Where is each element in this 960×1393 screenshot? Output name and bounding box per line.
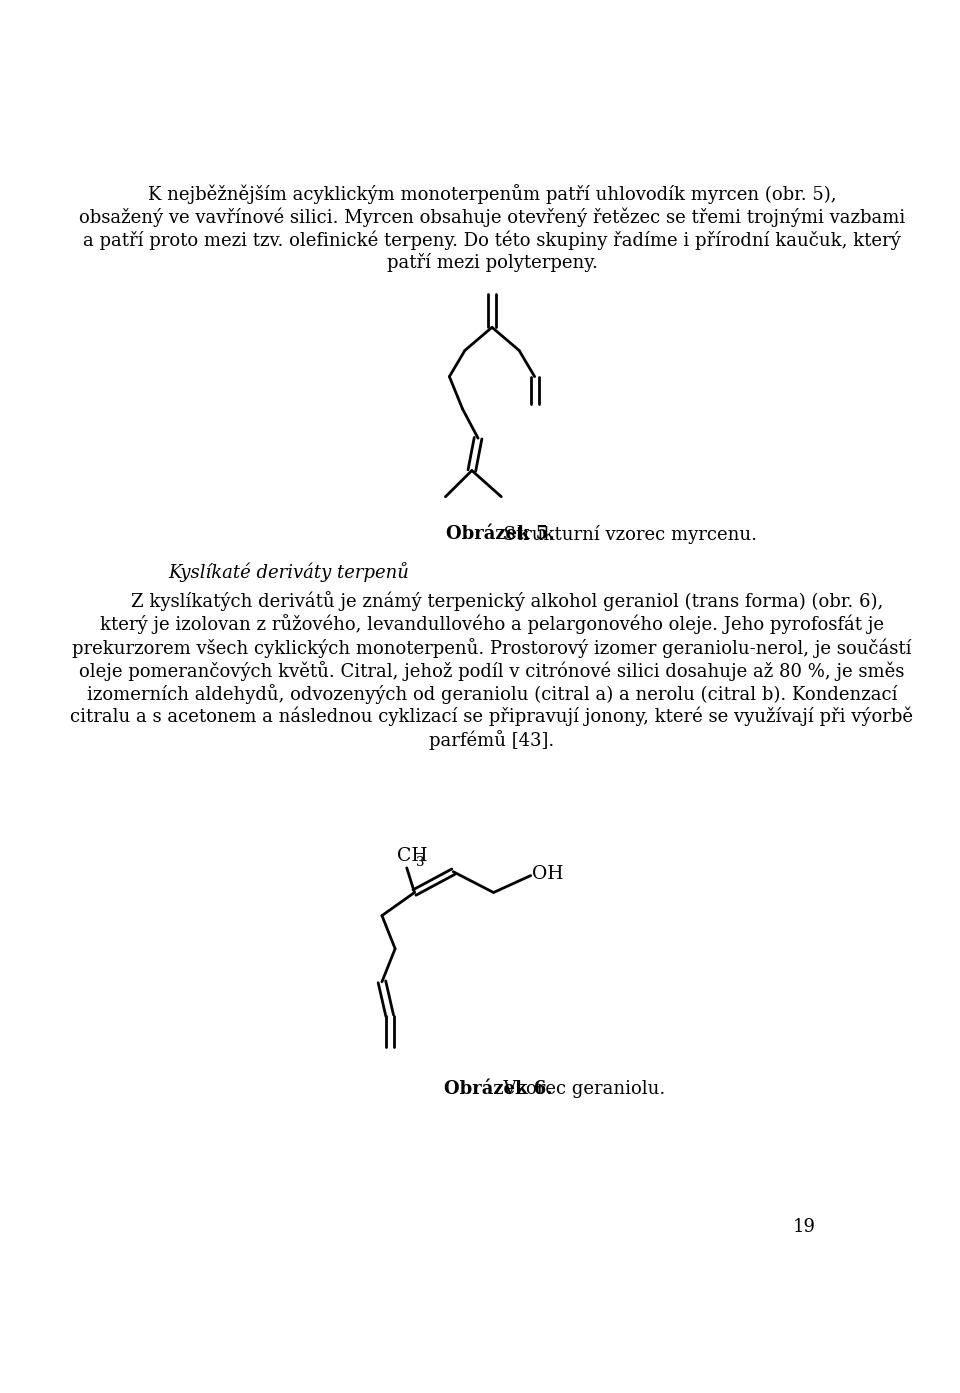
Text: Obrázek 6.: Obrázek 6.: [444, 1080, 553, 1098]
Text: parfémů [43].: parfémů [43].: [429, 730, 555, 749]
Text: a patří proto mezi tzv. olefinické terpeny. Do této skupiny řadíme i přírodní ka: a patří proto mezi tzv. olefinické terpe…: [84, 230, 900, 249]
Text: patří mezi polyterpeny.: patří mezi polyterpeny.: [387, 254, 597, 273]
Text: K nejběžnějším acyklickým monoterpenům patří uhlovodík myrcen (obr. 5),: K nejběžnějším acyklickým monoterpenům p…: [148, 184, 836, 203]
Text: Vzorec geraniolu.: Vzorec geraniolu.: [492, 1080, 665, 1098]
Text: 3: 3: [416, 855, 424, 869]
Text: 19: 19: [793, 1219, 816, 1236]
Text: Z kyslíkatých derivátů je známý terpenický alkohol geraniol (trans forma) (obr. : Z kyslíkatých derivátů je známý terpenic…: [132, 592, 883, 612]
Text: OH: OH: [532, 865, 564, 883]
Text: izomerních aldehydů, odvozenyých od geraniolu (citral a) a nerolu (citral b). Ko: izomerních aldehydů, odvozenyých od gera…: [86, 684, 898, 703]
Text: oleje pomerančových květů. Citral, jehož podíl v citrónové silici dosahuje až 80: oleje pomerančových květů. Citral, jehož…: [80, 660, 904, 681]
Text: Kyslíkaté deriváty terpenů: Kyslíkaté deriváty terpenů: [168, 563, 409, 582]
Text: obsažený ve vavřínové silici. Myrcen obsahuje otevřený řetězec se třemi trojnými: obsažený ve vavřínové silici. Myrcen obs…: [79, 208, 905, 227]
Text: Strukturní vzorec myrcenu.: Strukturní vzorec myrcenu.: [492, 525, 757, 545]
Text: Obrázek 5.: Obrázek 5.: [445, 525, 554, 543]
Text: prekurzorem všech cyklických monoterpenů. Prostorový izomer geraniolu-nerol, je : prekurzorem všech cyklických monoterpenů…: [72, 638, 912, 657]
Text: který je izolovan z růžového, levandullového a pelargonového oleje. Jeho pyrofos: který je izolovan z růžového, levandullo…: [100, 614, 884, 634]
Text: citralu a s acetonem a následnou cyklizací se připravují jonony, které se využív: citralu a s acetonem a následnou cykliza…: [70, 706, 914, 726]
Text: CH: CH: [397, 847, 428, 865]
